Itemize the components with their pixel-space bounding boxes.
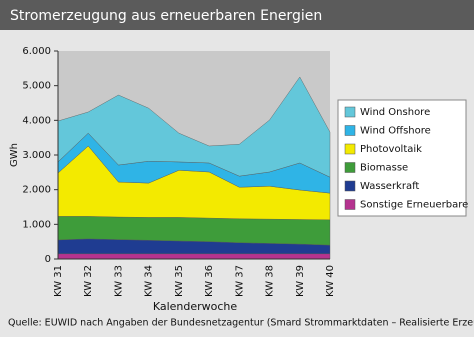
legend-swatch	[344, 125, 356, 136]
legend-label: Wind Onshore	[360, 107, 430, 118]
y-tick-label: 5.000	[22, 81, 51, 92]
x-tick-label: KW 35	[174, 265, 185, 297]
legend-label: Wasserkraft	[360, 181, 419, 192]
x-tick-label: KW 39	[295, 265, 306, 297]
area	[57, 76, 331, 178]
y-axis-label: GWh	[9, 143, 20, 167]
legend-swatch	[344, 180, 356, 192]
x-tick-label: KW 34	[144, 265, 155, 297]
y-tick-label: 1.000	[22, 219, 51, 230]
legend-label: Wind Offshore	[360, 126, 431, 137]
legend-swatch	[344, 106, 356, 118]
x-tick-label: KW 32	[83, 265, 94, 297]
y-tick-label: 2.000	[22, 185, 51, 196]
legend	[337, 99, 467, 217]
x-tick-label: KW 31	[53, 265, 64, 297]
legend-label: Biomasse	[360, 163, 408, 174]
x-tick-label: KW 33	[113, 265, 124, 297]
title-bar	[0, 0, 474, 30]
chart-title: Stromerzeugung aus erneuerbaren Energien	[10, 8, 322, 24]
legend-swatch	[344, 162, 356, 173]
y-tick-label: 3.000	[22, 150, 51, 161]
source: Quelle: EUWID nach Angaben der Bundesnet…	[8, 318, 474, 329]
legend-swatch	[344, 143, 356, 155]
legend-label: Sonstige Erneuerbare	[360, 200, 468, 211]
y-tick-label: 0	[45, 254, 51, 265]
area	[57, 253, 331, 260]
y-tick-label: 6.000	[22, 46, 51, 57]
x-axis-label: Kalenderwoche	[153, 300, 238, 313]
x-tick-label: KW 36	[204, 265, 215, 297]
x-tick-label: KW 38	[265, 265, 276, 297]
x-tick-label: KW 37	[234, 265, 245, 297]
legend-swatch	[344, 199, 356, 210]
y-tick-label: 4.000	[22, 115, 51, 126]
legend-label: Photovoltaik	[360, 144, 422, 155]
x-tick-label: KW 40	[325, 265, 336, 297]
